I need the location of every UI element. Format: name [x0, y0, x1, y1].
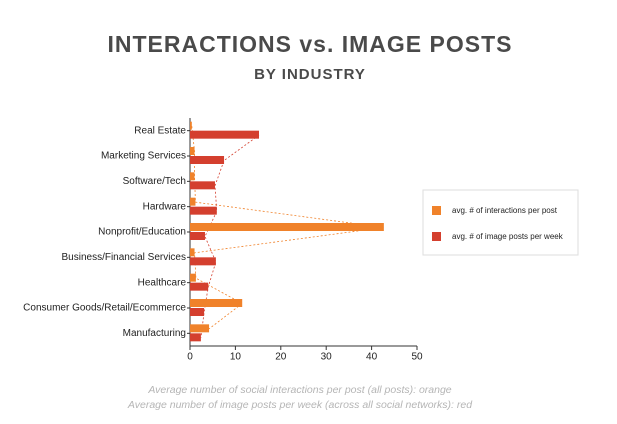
legend-box [422, 189, 579, 256]
y-tick-label: Real Estate [134, 125, 186, 136]
bar [190, 257, 216, 266]
chart-subtitle: BY INDUSTRY [254, 66, 366, 83]
bar [190, 299, 243, 307]
y-tick-label: Business/Financial Services [62, 252, 187, 263]
y-tick-label: Nonprofit/Education [98, 227, 186, 238]
bar [190, 147, 195, 155]
x-tick-label: 40 [366, 352, 378, 363]
bar [190, 324, 210, 333]
x-tick-label: 0 [187, 352, 193, 363]
bar [190, 197, 196, 206]
bar [190, 206, 217, 215]
y-tick-label: Consumer Goods/Retail/Ecommerce [23, 303, 186, 314]
bar [190, 333, 201, 342]
legend-label: avg. # of image posts per week [452, 232, 564, 241]
note: Average number of image posts per week (… [127, 399, 473, 411]
bar [190, 121, 192, 130]
legend-swatch [432, 232, 441, 241]
y-tick-label: Software/Tech [123, 176, 186, 187]
bar [190, 282, 209, 291]
bar [190, 223, 384, 231]
bar [190, 232, 205, 240]
bar [190, 308, 205, 316]
chart-title: INTERACTIONS vs. IMAGE POSTS [108, 31, 513, 57]
bar [190, 130, 260, 139]
x-tick-label: 20 [275, 352, 287, 363]
y-tick-label: Manufacturing [123, 328, 186, 339]
x-tick-label: 10 [230, 352, 242, 363]
y-tick-label: Marketing Services [101, 151, 186, 162]
connector-line [200, 134, 260, 338]
x-tick-label: 50 [411, 352, 423, 363]
y-tick-label: Hardware [143, 201, 187, 212]
legend-swatch [432, 206, 441, 215]
bar [190, 273, 196, 282]
bar [190, 248, 195, 257]
legend-label: avg. # of interactions per post [452, 206, 558, 215]
bar [190, 156, 225, 164]
bar [190, 172, 195, 181]
y-tick-label: Healthcare [138, 277, 187, 288]
note: Average number of social interactions pe… [147, 384, 451, 396]
bar [190, 181, 215, 190]
x-tick-label: 30 [321, 352, 333, 363]
